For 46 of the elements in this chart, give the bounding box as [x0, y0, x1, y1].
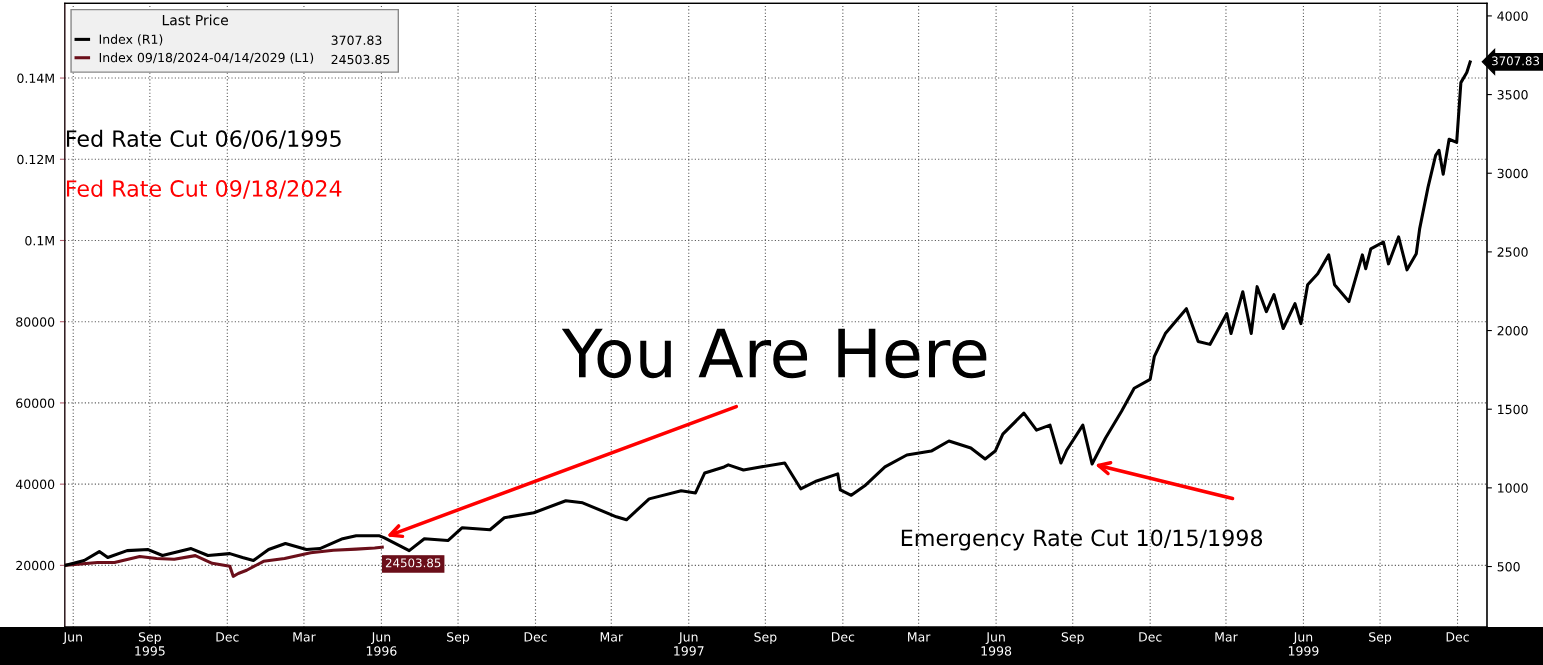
legend-label: Index (R1)	[99, 34, 163, 46]
x-tick-label: Mar	[1215, 632, 1238, 642]
y-tick-label: 60000	[16, 398, 55, 408]
y2-tick-label: 3000	[1497, 168, 1528, 179]
y2-tick-label: 3500	[1497, 90, 1528, 100]
line-series	[64, 545, 384, 578]
data-label: 3707.83	[1492, 56, 1540, 66]
annotation: Emergency Rate Cut 10/15/1998	[901, 529, 1263, 551]
text: 3707.83	[331, 35, 382, 45]
x-tick-label: Jun 1999	[1288, 632, 1319, 656]
x-tick-label: Mar	[908, 632, 931, 642]
y2-tick-label: 4000	[1497, 11, 1528, 21]
x-tick-label: Dec	[216, 632, 239, 642]
y2-tick-label: 2500	[1497, 247, 1528, 257]
y2-tick-label: 2000	[1497, 326, 1528, 336]
annotation: You Are Here	[561, 328, 987, 379]
x-tick-label: Jun 1997	[674, 632, 704, 656]
y-tick-label: 0.1M	[25, 235, 54, 246]
y-tick-label: 40000	[15, 479, 55, 490]
x-tick-label: Jun 1998	[981, 632, 1012, 656]
x-tick-label: Sep 1995	[135, 632, 165, 656]
x-tick-label: Dec	[831, 632, 855, 642]
x-tick-label: Jun 1996	[366, 632, 397, 656]
data-label: 24503.85	[385, 558, 441, 568]
x-tick-label: Mar	[293, 632, 316, 642]
legend-label: Index 09/18/2024-04/14/2029 (L1)	[99, 52, 314, 64]
x-tick-label: Sep	[1061, 632, 1084, 645]
x-tick-label: Sep	[754, 632, 777, 645]
x-tick-label: Dec	[1139, 632, 1162, 642]
y-tick-label: 80000	[16, 317, 55, 327]
x-tick-label: Sep	[1369, 632, 1392, 645]
y-tick-label: 0.14M	[17, 73, 54, 83]
y-tick-label: 20000	[16, 560, 55, 571]
y2-tick-label: 500	[1497, 562, 1520, 572]
y2-tick-label: 1500	[1498, 404, 1528, 415]
annotation: Fed Rate Cut 09/18/2024	[66, 179, 342, 199]
y2-tick-label: 1000	[1498, 483, 1528, 493]
x-tick-label: Dec	[524, 632, 547, 642]
x-tick-label: Jun	[62, 632, 82, 644]
legend-title: Last Price	[162, 14, 228, 26]
y-tick-label: 0.12M	[17, 154, 54, 165]
annotation: Fed Rate Cut 06/06/1995	[66, 129, 341, 149]
x-tick-label: Dec	[1446, 632, 1469, 642]
text: 24503.85	[331, 54, 390, 65]
x-tick-label: Mar	[600, 632, 624, 642]
x-tick-label: Sep	[447, 632, 470, 645]
